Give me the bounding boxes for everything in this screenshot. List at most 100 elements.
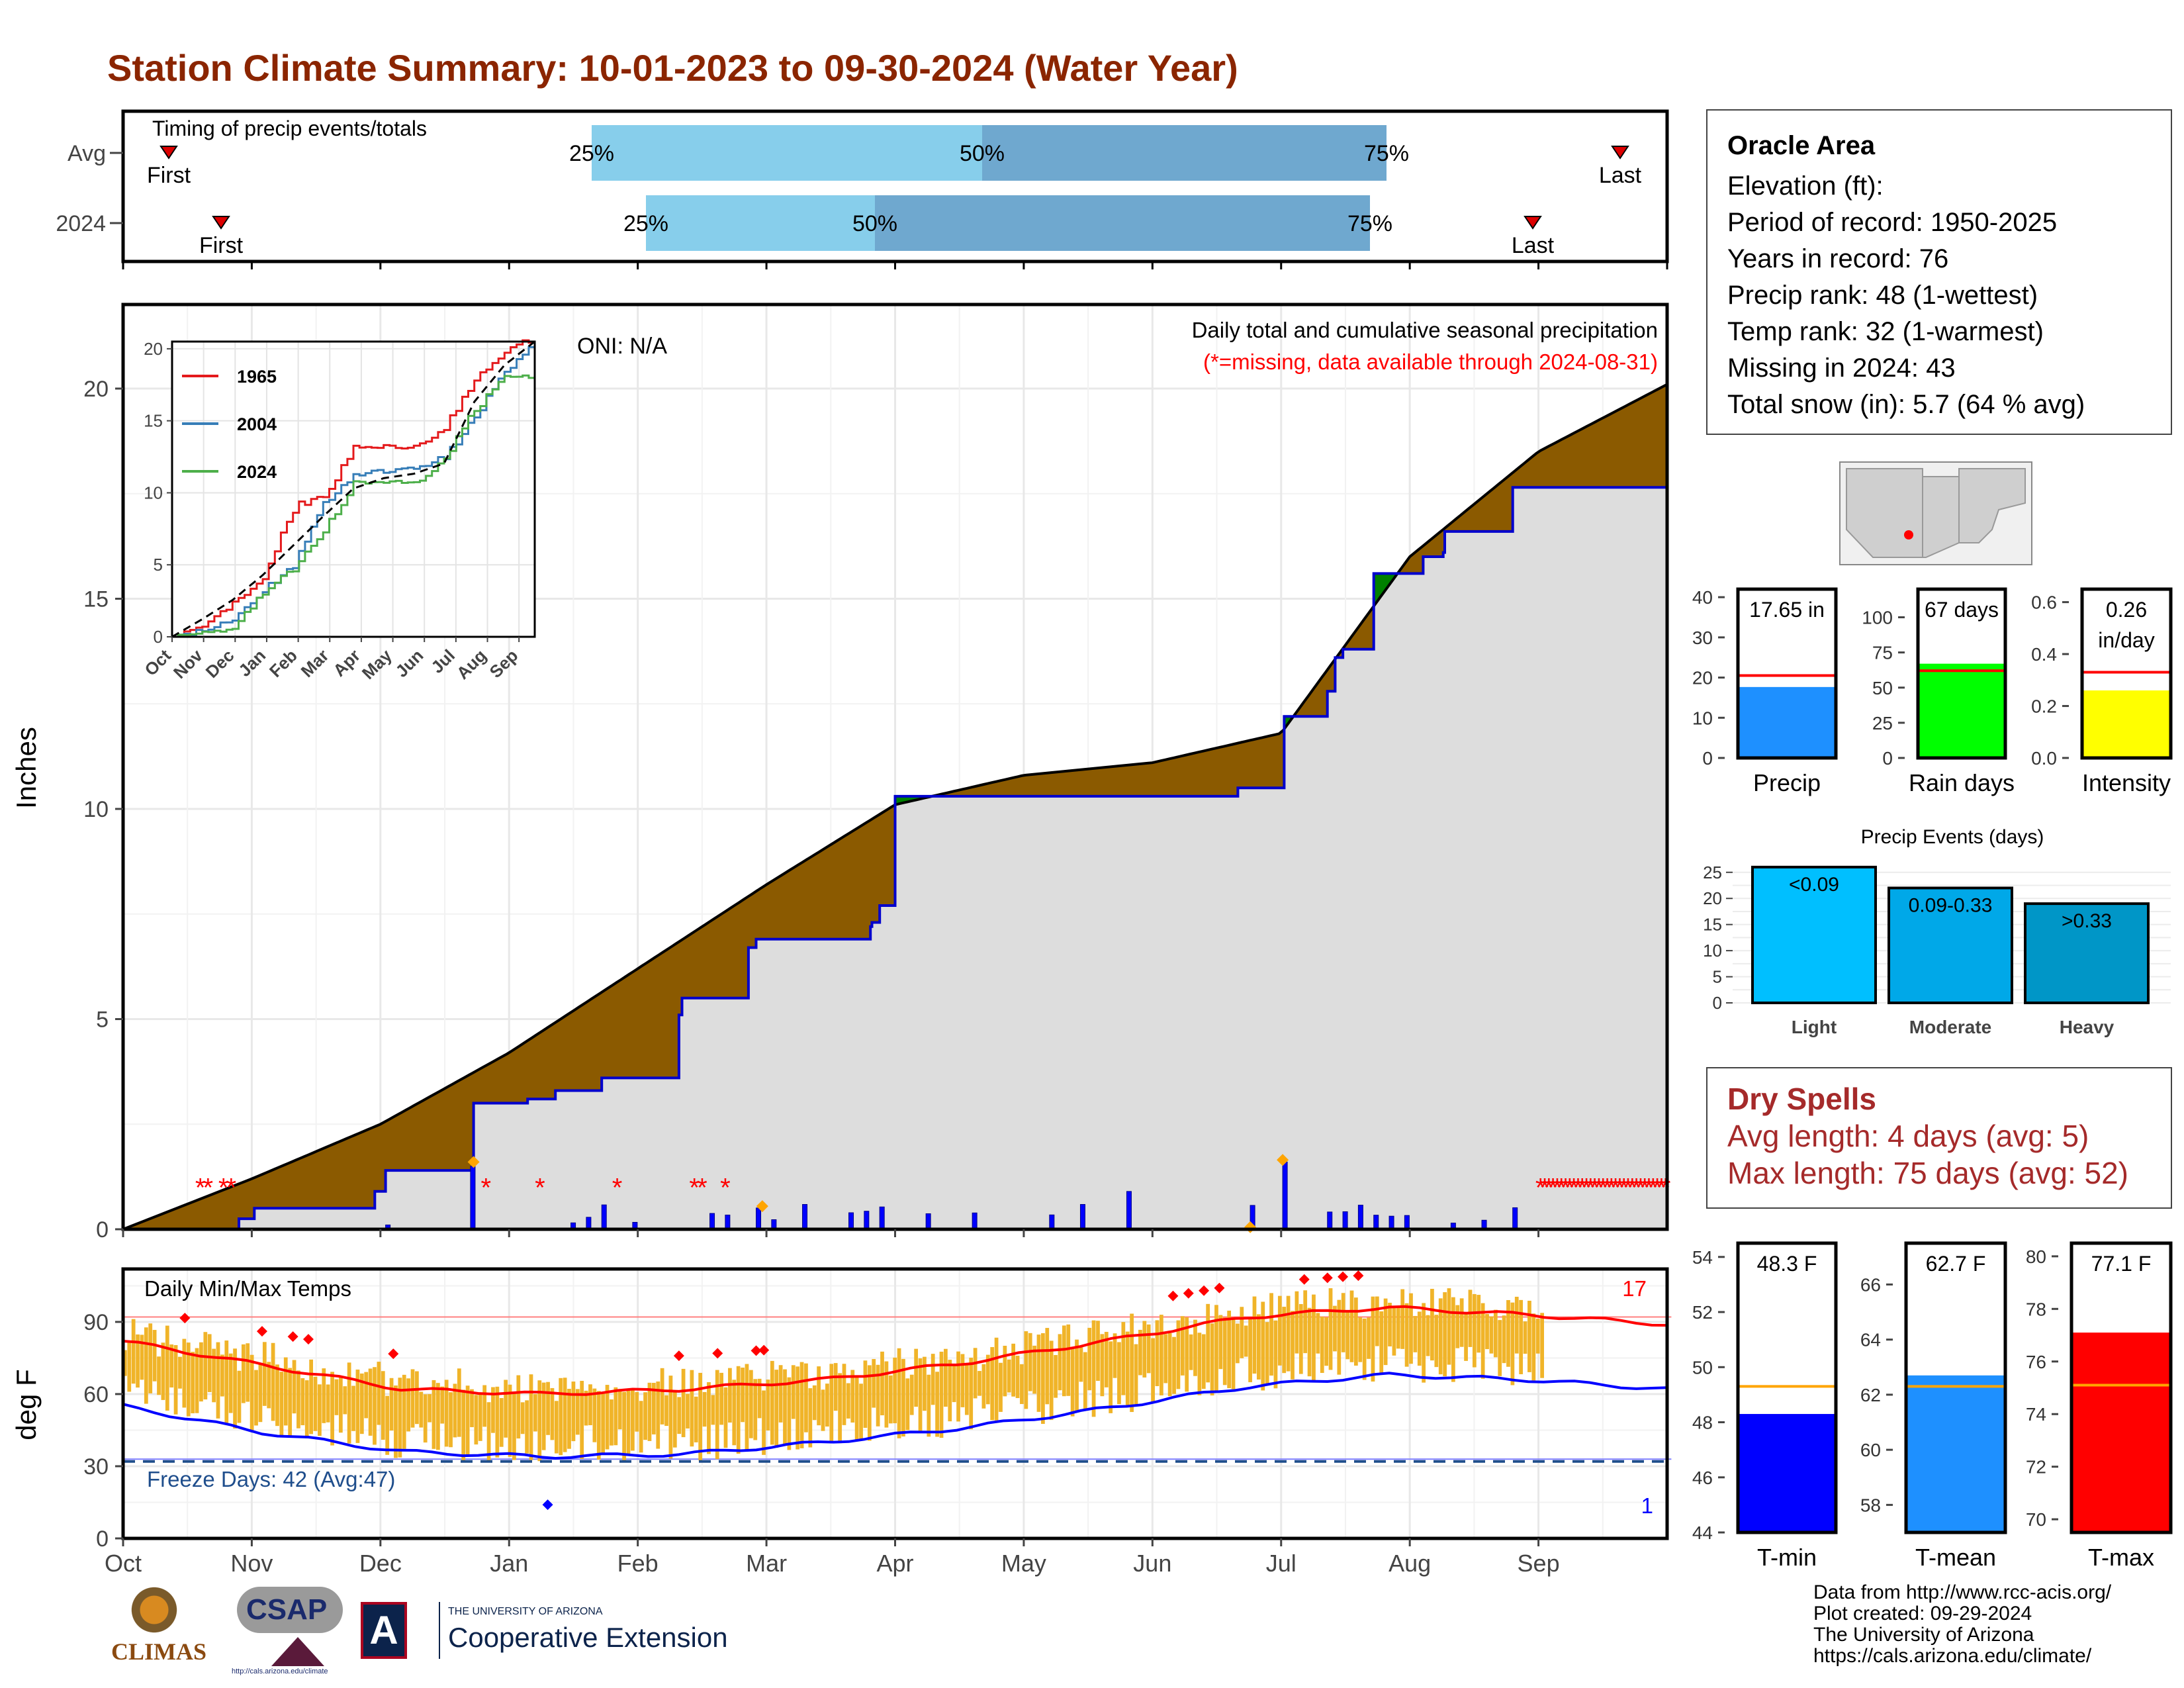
inset-frame [171, 340, 536, 638]
timing-pct-label: 50% [852, 211, 897, 236]
daily-precip-bar [1342, 1211, 1348, 1230]
daily-temp-bar [825, 1383, 829, 1427]
daily-temp-bar [1079, 1347, 1083, 1382]
daily-temp-bar [1049, 1340, 1054, 1421]
first-label: First [199, 233, 244, 258]
daily-temp-bar [131, 1319, 136, 1384]
daily-temp-bar [1201, 1334, 1206, 1389]
years-text: Years in record: 76 [1727, 244, 1949, 273]
daily-temp-bar [753, 1379, 758, 1440]
daily-temp-bar [1383, 1298, 1388, 1366]
daily-temp-bar [410, 1369, 415, 1428]
observed-cumulative-line [123, 486, 1667, 1231]
daily-temp-bar [1117, 1342, 1121, 1405]
missing-marker: * [1565, 1174, 1575, 1203]
daily-temp-bar [322, 1368, 326, 1423]
y-tick-label: 46 [1692, 1468, 1713, 1488]
missing-marker: * [1615, 1174, 1625, 1203]
value-bar [2071, 1333, 2171, 1532]
daily-temp-bar [1362, 1318, 1367, 1380]
daily-temp-bar [1523, 1321, 1527, 1354]
page-title: Station Climate Summary: 10-01-2023 to 0… [107, 47, 1238, 89]
daily-temp-bar [304, 1380, 309, 1438]
daily-temp-bar [829, 1364, 834, 1443]
daily-temp-bar [1155, 1320, 1160, 1387]
daily-temp-bar [1003, 1345, 1007, 1397]
y-tick-label: 52 [1692, 1302, 1713, 1323]
daily-temp-bar [783, 1369, 787, 1444]
timing-bar-early [646, 195, 875, 251]
y-tick-label: 100 [1862, 608, 1893, 628]
y-tick-label: 0 [96, 1526, 109, 1552]
daily-temp-bar [796, 1366, 800, 1450]
daily-temp-bar [1527, 1300, 1531, 1372]
daily-temp-bar [368, 1368, 373, 1436]
missing-marker: * [1623, 1174, 1633, 1203]
month-label: Jun [1133, 1550, 1171, 1577]
missing-marker: * [1635, 1174, 1646, 1203]
daily-temp-bar [1058, 1334, 1062, 1391]
daily-precip-bar [725, 1214, 731, 1230]
daily-temp-bar [178, 1356, 182, 1389]
y-tick-label: 15 [1703, 915, 1722, 935]
missing-marker: * [689, 1174, 700, 1203]
daily-temp-bar [1349, 1290, 1354, 1362]
daily-temp-bar [1291, 1311, 1295, 1380]
daily-temp-bar [461, 1389, 466, 1461]
daily-temp-bar [964, 1364, 969, 1415]
daily-temp-bar [1459, 1298, 1464, 1347]
precip-y-axis-label: Inches [11, 727, 42, 809]
daily-temp-bar [554, 1401, 559, 1454]
daily-temp-bar [440, 1386, 445, 1424]
daily-temp-bar [808, 1388, 813, 1448]
timing-bar-late [982, 125, 1387, 181]
daily-temp-bar [563, 1378, 567, 1452]
daily-temp-bar [1371, 1296, 1375, 1382]
daily-temp-bar [1379, 1311, 1384, 1374]
daily-temp-bar [1167, 1333, 1172, 1397]
daily-temp-bar [935, 1372, 939, 1437]
cold-count-label: 1 [1641, 1493, 1653, 1518]
daily-temp-bar [1240, 1307, 1244, 1358]
ua-block-a-icon: A [361, 1602, 407, 1659]
timing-label: Timing of precip events/totals [152, 117, 427, 140]
dry-spells-box: Dry Spells Avg length: 4 days (avg: 5) M… [1706, 1067, 2172, 1209]
hot-count-label: 17 [1622, 1276, 1647, 1301]
daily-temp-bar [313, 1376, 318, 1431]
missing-marker: * [203, 1174, 214, 1203]
daily-temp-bar [415, 1371, 419, 1425]
daily-temp-bar [622, 1391, 626, 1462]
y-tick-label: 0 [1713, 993, 1722, 1013]
timing-bar-late [875, 195, 1370, 251]
inset-series-2004 [172, 344, 536, 638]
daily-temp-bar [351, 1385, 355, 1431]
event-bar [1888, 886, 2013, 1005]
daily-temp-bar [207, 1334, 212, 1392]
daily-temp-bar [778, 1365, 783, 1423]
record-high-marker-icon [256, 1326, 267, 1337]
y-tick-label: 0 [96, 1217, 109, 1243]
event-x-label: Heavy [2060, 1017, 2115, 1037]
y-tick-label: 48 [1692, 1413, 1713, 1433]
daily-temp-bar [1307, 1307, 1312, 1377]
daily-temp-bar [1277, 1295, 1282, 1366]
missing-marker: * [1573, 1174, 1584, 1203]
timing-bar-early [592, 125, 982, 181]
daily-temp-bar [647, 1382, 652, 1441]
missing-marker: * [612, 1174, 623, 1203]
daily-temp-bar [1138, 1329, 1142, 1376]
daily-temp-bar [491, 1387, 495, 1433]
daily-temp-bar [470, 1389, 474, 1427]
daily-temp-bar [1172, 1336, 1176, 1394]
credit-line: https://cals.arizona.edu/climate/ [1813, 1645, 2092, 1667]
legend-label: 1965 [237, 367, 277, 387]
csap-url: http://cals.arizona.edu/climate [232, 1667, 328, 1675]
daily-temp-bar [1367, 1317, 1371, 1359]
y-tick-label: 54 [1692, 1247, 1713, 1268]
daily-temp-bar [419, 1391, 424, 1428]
daily-temp-bar [1248, 1319, 1252, 1383]
value-bar [1918, 663, 2005, 758]
ua-divider [439, 1602, 440, 1659]
value-bar [1906, 1375, 2005, 1532]
daily-temp-bar [1489, 1316, 1494, 1354]
